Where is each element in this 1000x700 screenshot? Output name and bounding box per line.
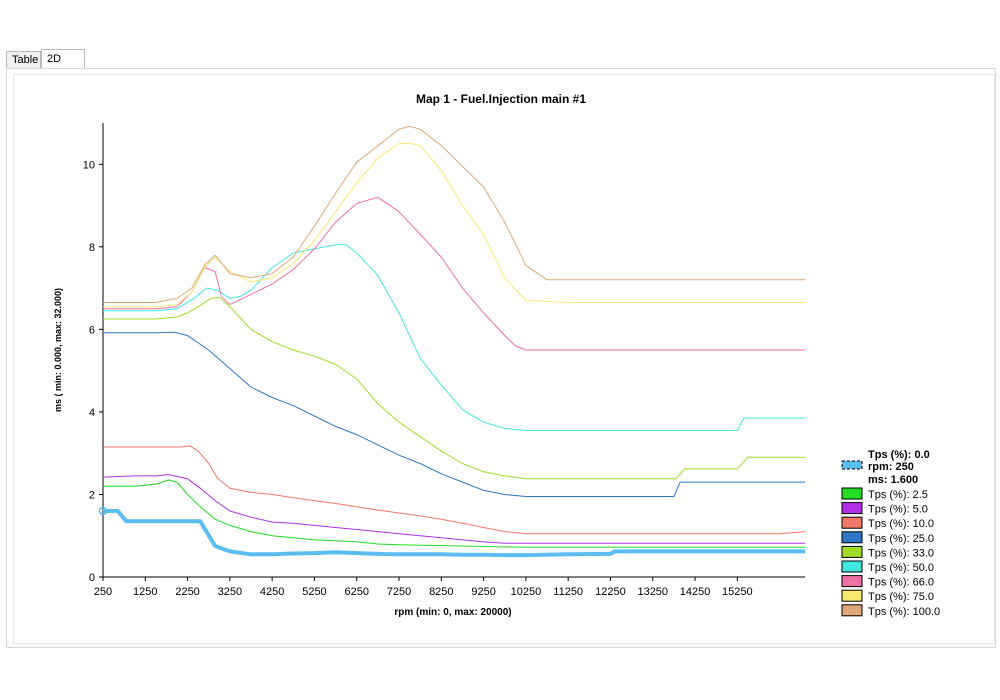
- x-axis-label: rpm (min: 0, max: 20000): [394, 607, 511, 618]
- series-line-7[interactable]: [103, 196, 805, 351]
- chart-title: Map 1 - Fuel.Injection main #1: [416, 92, 586, 106]
- plot-frame: [13, 74, 995, 644]
- cursor-marker[interactable]: [98, 506, 108, 516]
- series-line-0[interactable]: [103, 509, 805, 558]
- legend-label: Tps (%): 50.0: [868, 562, 934, 574]
- x-tick-label: 2250: [175, 586, 199, 598]
- series-line-2[interactable]: [102, 474, 805, 544]
- legend-swatch: [841, 560, 863, 573]
- x-tick-label: 1250: [133, 586, 157, 598]
- legend-label: Tps (%): 10.0: [868, 518, 934, 530]
- legend-swatch: [841, 531, 863, 544]
- legend-swatch: [841, 589, 863, 602]
- tab-2d[interactable]: 2D: [41, 49, 85, 68]
- legend-cursor-rpm: rpm: 250: [868, 461, 914, 473]
- x-tick-label: 250: [94, 586, 112, 598]
- legend-label: Tps (%): 75.0: [868, 591, 934, 603]
- y-tick-label: 4: [89, 407, 95, 419]
- legend-cursor-tps: Tps (%): 0.0: [868, 449, 930, 461]
- x-tick-label: 8250: [429, 586, 453, 598]
- legend-cursor-swatch: [841, 460, 863, 470]
- y-tick-label: 0: [89, 572, 95, 584]
- legend-swatch: [841, 516, 863, 529]
- x-tick-label: 12250: [595, 586, 626, 598]
- x-tick-label: 7250: [387, 586, 411, 598]
- series-line-3[interactable]: [103, 445, 806, 535]
- x-tick-label: 3250: [218, 586, 242, 598]
- cursor-layer: [98, 506, 108, 516]
- tab-table[interactable]: Table: [6, 51, 41, 68]
- x-tick-label: 15250: [722, 586, 753, 598]
- legend: Tps (%): 0.0 rpm: 250 ms: 1.600 Tps (%):…: [841, 449, 940, 618]
- series-line-9[interactable]: [103, 125, 805, 303]
- legend-cursor-ms: ms: 1.600: [868, 474, 918, 486]
- series-line-1[interactable]: [103, 479, 805, 548]
- legend-swatch: [841, 487, 863, 500]
- series-line-4[interactable]: [103, 331, 805, 497]
- y-tick-label: 8: [89, 242, 95, 254]
- y-tick-label: 2: [89, 489, 95, 501]
- series-line-5[interactable]: [103, 296, 805, 480]
- x-tick-label: 13250: [637, 586, 668, 598]
- legend-label: Tps (%): 25.0: [868, 533, 934, 545]
- legend-items: Tps (%): 2.5 Tps (%): 5.0 Tps (%): 10.0 Tps…: [841, 487, 940, 618]
- legend-swatch: [841, 545, 863, 558]
- x-tick-label: 6250: [344, 586, 368, 598]
- legend-label: Tps (%): 2.5: [868, 489, 928, 501]
- x-tick-label: 5250: [302, 586, 326, 598]
- series-layer: [102, 125, 806, 558]
- y-tick-label: 10: [83, 159, 95, 171]
- legend-label: Tps (%): 66.0: [868, 577, 934, 589]
- x-tick-label: 4250: [260, 586, 284, 598]
- legend-swatch: [841, 575, 863, 588]
- x-tick-label: 11250: [553, 586, 583, 598]
- x-tick-label: 9250: [471, 586, 495, 598]
- legend-swatch: [841, 502, 863, 515]
- legend-label: Tps (%): 5.0: [868, 504, 928, 516]
- legend-label: Tps (%): 100.0: [868, 606, 940, 618]
- series-line-6[interactable]: [103, 244, 805, 431]
- x-tick-label: 14250: [680, 586, 711, 598]
- y-axis-label: ms ( min: 0.000, max: 32.000): [53, 288, 63, 412]
- chart-panel: [6, 68, 996, 648]
- series-line-8[interactable]: [103, 143, 805, 308]
- legend-swatch: [841, 604, 863, 617]
- y-tick-label: 6: [89, 324, 95, 336]
- axes: 250 1250 2250 3250 4250 5250 6250 7250 8250 9250 1…: [83, 123, 805, 598]
- x-tick-label: 10250: [511, 586, 542, 598]
- legend-label: Tps (%): 33.0: [868, 547, 934, 559]
